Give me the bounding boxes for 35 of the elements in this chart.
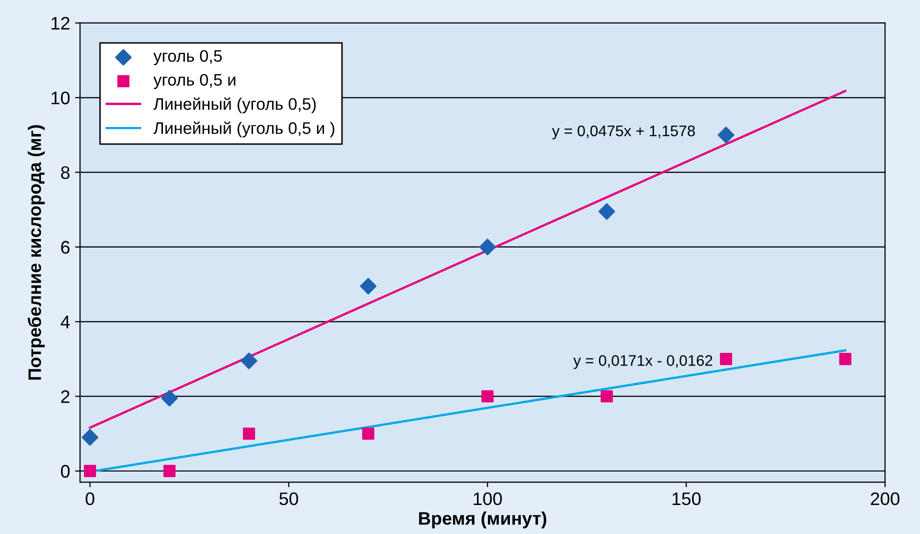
y-tick-label: 8 [61, 166, 70, 180]
x-tick-label: 200 [870, 492, 900, 506]
point [163, 464, 176, 478]
point [82, 429, 98, 446]
point [240, 352, 258, 370]
x-tick-label: 100 [474, 492, 502, 506]
point [84, 464, 96, 478]
annotation: y = 0,0171x - 0,0162 [573, 355, 712, 369]
y-tick-label: 2 [61, 390, 70, 403]
point [161, 390, 178, 406]
point [479, 238, 496, 256]
legend-label: Линейный (уголь 0,5 и ) [154, 122, 334, 138]
legend-label: уголь 0,5 и [153, 74, 236, 90]
x-axis-title: Время (минут) [419, 512, 546, 528]
point [362, 428, 374, 440]
legend-label: Линейный (уголь 0,5) [154, 97, 316, 114]
point [600, 390, 613, 402]
point [242, 428, 256, 440]
x-tick-label: 0 [86, 492, 94, 506]
point [720, 352, 732, 366]
y-tick-label: 6 [61, 240, 70, 254]
y-tick-label: 12 [52, 16, 70, 30]
legend-label: уголь 0,5 [153, 50, 222, 66]
y-tick-label: 4 [60, 316, 70, 328]
x-tick-label: 50 [279, 492, 298, 506]
y-tick-label: 0 [60, 464, 70, 478]
x-tick-label: 150 [672, 492, 701, 506]
y-axis-title: Потребелние кислорода (мг) [28, 125, 45, 380]
annotation: y = 0,0475x + 1,1578 [552, 126, 695, 140]
point [839, 352, 852, 366]
point [718, 126, 734, 144]
y-tick-label: 10 [52, 92, 70, 104]
point [598, 203, 616, 220]
point [481, 390, 494, 402]
point [360, 278, 377, 294]
